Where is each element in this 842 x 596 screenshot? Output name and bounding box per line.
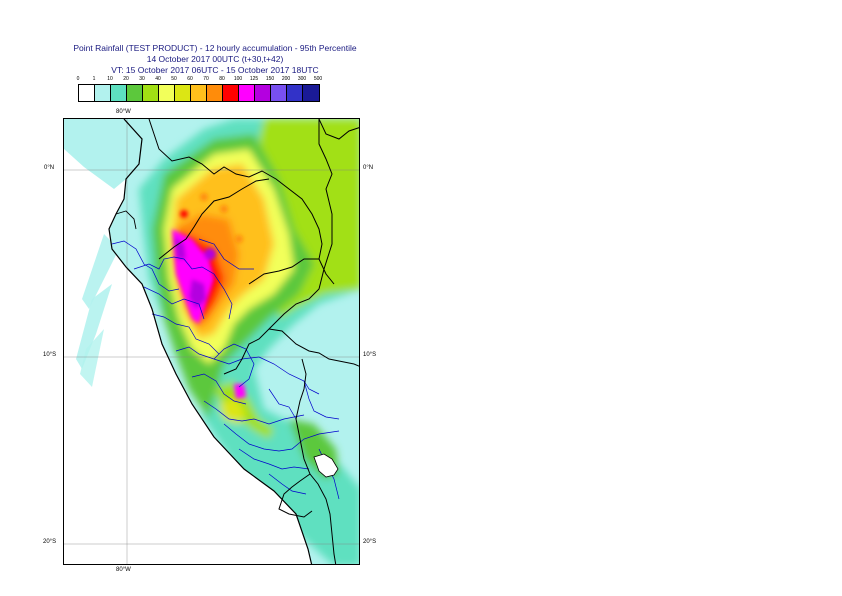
color-legend [78, 84, 320, 102]
legend-swatch [111, 85, 127, 101]
legend-threshold-label: 150 [265, 76, 275, 82]
legend-threshold-label: 125 [249, 76, 259, 82]
legend-swatch [143, 85, 159, 101]
legend-threshold-label: 500 [313, 76, 323, 82]
title-line-2: 14 October 2017 00UTC (t+30,t+42) [146, 54, 284, 64]
chart-title: Point Rainfall (TEST PRODUCT) - 12 hourl… [50, 43, 380, 76]
legend-swatch [271, 85, 287, 101]
title-line-1: Point Rainfall (TEST PRODUCT) - 12 hourl… [73, 43, 357, 53]
legend-swatch [79, 85, 95, 101]
rainfall-map[interactable] [63, 118, 360, 565]
lat-0-left-label: 0°N [44, 165, 55, 171]
legend-threshold-labels: 0 1 10 20 30 40 50 60 70 80 100 125 150 200 300 500 [70, 76, 360, 84]
legend-swatch [191, 85, 207, 101]
legend-swatch [255, 85, 271, 101]
legend-threshold-label: 20 [123, 76, 129, 82]
legend-swatch [95, 85, 111, 101]
legend-swatch [287, 85, 303, 101]
legend-swatch [239, 85, 255, 101]
legend-threshold-label: 70 [203, 76, 209, 82]
legend-threshold-label: 200 [281, 76, 291, 82]
bottom-longitude-label: 80°W [116, 567, 131, 573]
legend-threshold-label: 60 [187, 76, 193, 82]
lat-20-right-label: 20°S [363, 539, 377, 545]
legend-swatch [127, 85, 143, 101]
lat-10-left-label: 10°S [43, 352, 57, 358]
legend-swatch [303, 85, 319, 101]
legend-threshold-label: 10 [107, 76, 113, 82]
offshore-rain-bands [64, 119, 142, 387]
legend-threshold-label: 80 [219, 76, 225, 82]
legend-swatch [223, 85, 239, 101]
legend-threshold-label: 30 [139, 76, 145, 82]
legend-threshold-label: 1 [92, 76, 96, 82]
legend-swatch [159, 85, 175, 101]
lat-20-left-label: 20°S [43, 539, 57, 545]
legend-swatch [207, 85, 223, 101]
legend-threshold-label: 300 [297, 76, 307, 82]
top-longitude-label: 80°W [116, 109, 131, 115]
lat-10-right-label: 10°S [363, 352, 377, 358]
graticule [64, 119, 359, 564]
country-borders [108, 119, 359, 564]
legend-threshold-label: 100 [233, 76, 243, 82]
legend-threshold-label: 0 [76, 76, 80, 82]
legend-swatch [175, 85, 191, 101]
legend-threshold-label: 40 [155, 76, 161, 82]
lat-0-right-label: 0°N [363, 165, 374, 171]
title-line-3: VT: 15 October 2017 06UTC - 15 October 2… [111, 65, 319, 75]
land-rainfall-field [109, 119, 359, 564]
rainfall-map-svg [64, 119, 359, 564]
legend-threshold-label: 50 [171, 76, 177, 82]
